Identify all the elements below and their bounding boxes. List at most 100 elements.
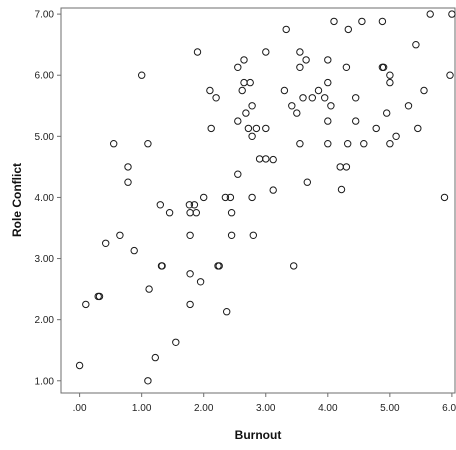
data-point <box>293 109 301 117</box>
y-tick-label: 5.00 <box>35 132 55 143</box>
data-point <box>314 86 323 95</box>
data-point <box>330 17 338 26</box>
data-point <box>186 300 194 309</box>
y-tick-label: 7.00 <box>35 10 55 21</box>
data-point <box>269 186 277 194</box>
data-points <box>75 10 456 385</box>
x-tick-label: 2.00 <box>194 403 214 414</box>
data-point <box>238 86 246 95</box>
data-point <box>290 262 298 270</box>
data-point <box>327 102 335 110</box>
data-point <box>262 48 270 56</box>
data-point <box>352 94 360 102</box>
data-point <box>190 201 199 209</box>
data-point <box>110 140 118 148</box>
data-point <box>296 63 304 72</box>
data-point <box>296 140 304 148</box>
data-point <box>288 102 296 110</box>
y-tick-label: 3.00 <box>35 254 55 265</box>
data-point <box>269 155 277 164</box>
data-point <box>342 63 351 72</box>
data-point <box>412 41 420 49</box>
data-point <box>302 56 310 64</box>
data-point <box>386 71 394 79</box>
data-point <box>227 231 236 240</box>
x-tick-label: 4.00 <box>318 403 338 414</box>
data-point <box>337 185 346 194</box>
y-tick-label: 4.00 <box>35 193 55 204</box>
data-point <box>426 10 434 18</box>
data-point <box>165 209 174 217</box>
data-point <box>144 140 152 148</box>
y-axis: 1.00 2.00 3.00 4.00 5.00 6.00 7.00 <box>35 10 61 387</box>
data-point <box>344 25 352 34</box>
y-tick-label: 6.00 <box>35 71 55 82</box>
data-point <box>342 163 351 171</box>
data-point <box>248 193 256 202</box>
data-point <box>215 262 223 270</box>
y-tick-label: 1.00 <box>35 376 55 387</box>
data-point <box>448 10 456 18</box>
data-point <box>151 353 160 362</box>
data-point <box>392 132 400 141</box>
data-point <box>130 246 138 255</box>
data-point <box>221 193 230 202</box>
data-point <box>158 262 166 270</box>
data-point <box>414 124 422 133</box>
data-point <box>252 124 261 133</box>
data-point <box>378 17 387 26</box>
data-point <box>324 78 332 87</box>
data-point <box>196 278 205 286</box>
data-point <box>185 201 194 209</box>
data-point <box>102 239 110 248</box>
y-axis-title: Role Conflict <box>10 163 24 237</box>
data-point <box>206 86 214 95</box>
data-point <box>386 140 394 148</box>
data-point <box>282 25 290 34</box>
data-point <box>386 78 394 87</box>
data-point <box>352 117 360 125</box>
x-tick-label: 5.00 <box>380 403 400 414</box>
data-point <box>75 361 84 370</box>
data-point <box>246 78 254 87</box>
data-point <box>223 308 231 316</box>
data-point <box>172 338 180 346</box>
data-point <box>248 132 256 141</box>
plot-frame <box>60 7 456 394</box>
data-point <box>262 124 270 133</box>
data-point <box>324 56 332 64</box>
data-point <box>383 109 391 117</box>
data-point <box>344 140 352 148</box>
data-point <box>372 124 380 133</box>
data-point <box>262 155 270 163</box>
data-point <box>308 94 316 102</box>
data-point <box>212 94 220 102</box>
data-point <box>234 170 242 178</box>
data-point <box>145 285 153 293</box>
data-point <box>360 140 368 148</box>
data-point <box>280 86 289 95</box>
data-point <box>324 140 332 148</box>
data-point <box>248 102 256 110</box>
data-point <box>234 117 242 125</box>
data-point <box>296 48 304 56</box>
data-point <box>249 231 258 240</box>
data-point <box>124 163 132 171</box>
data-point <box>200 193 208 202</box>
data-point <box>144 377 152 385</box>
data-point <box>440 193 449 202</box>
data-point <box>124 178 132 186</box>
x-axis: .00 1.00 2.00 3.00 4.00 5.00 6.00 <box>73 393 456 414</box>
data-point <box>192 209 201 217</box>
data-point <box>82 300 90 309</box>
data-point <box>193 48 202 56</box>
x-tick-label: 3.00 <box>256 403 276 414</box>
y-tick-label: 2.00 <box>35 315 55 326</box>
data-point <box>244 124 253 133</box>
data-point <box>446 71 454 79</box>
data-point <box>299 94 307 102</box>
x-axis-title: Burnout <box>235 428 282 442</box>
data-point <box>95 292 104 301</box>
data-point <box>324 117 332 125</box>
